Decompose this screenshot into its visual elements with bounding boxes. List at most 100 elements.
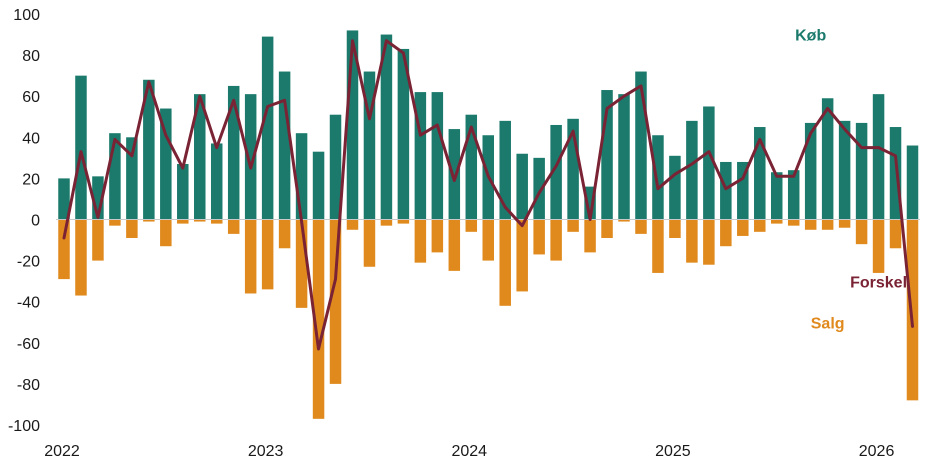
salg-bar [533, 219, 545, 255]
salg-bar [770, 219, 783, 224]
salg-bar [754, 219, 766, 232]
salg-bar [889, 219, 902, 249]
kob-bar [838, 120, 851, 220]
kob-bar [872, 94, 885, 220]
kob-bar [92, 176, 104, 220]
salg-bar [686, 219, 698, 263]
kob-bar [855, 122, 868, 220]
series-label: Salg [811, 315, 845, 332]
salg-bar [804, 219, 817, 230]
x-tick-label: 2025 [655, 443, 691, 460]
kob-bar [177, 164, 189, 220]
kob-bar [635, 71, 647, 220]
salg-bar [584, 219, 596, 253]
forskel-line [62, 39, 914, 351]
kob-bars [58, 30, 919, 220]
kob-bar [397, 48, 410, 220]
salg-bars [58, 219, 919, 419]
salg-bar [414, 219, 427, 263]
salg-bar [126, 219, 138, 238]
series-label: Forskel [850, 274, 907, 291]
salg-bar [567, 219, 579, 232]
kob-bar [346, 30, 359, 220]
salg-bar [618, 219, 630, 222]
kob-bar [143, 79, 155, 220]
kob-bar [787, 170, 800, 220]
y-tick-label: 60 [22, 89, 40, 106]
x-tick-label: 2024 [451, 443, 487, 460]
kob-bar [499, 120, 511, 220]
kob-bar [669, 155, 681, 220]
salg-bar [448, 219, 461, 271]
kob-bar [448, 129, 461, 220]
salg-bar [431, 219, 444, 253]
kob-bar [431, 92, 444, 220]
salg-bar [787, 219, 800, 226]
kob-bar [329, 114, 342, 220]
y-tick-label: -20 [17, 254, 40, 271]
salg-bar [329, 219, 342, 384]
salg-bar [482, 219, 494, 261]
salg-bar [58, 219, 70, 280]
y-tick-label: -60 [17, 336, 40, 353]
series-labels: Køb Forskel Salg [795, 28, 907, 333]
salg-bar [855, 219, 868, 245]
salg-bar [720, 219, 732, 247]
salg-bar [160, 219, 172, 247]
salg-bar [261, 219, 274, 290]
kob-bar [618, 94, 630, 220]
salg-bar [669, 219, 681, 238]
kob-bar [821, 98, 834, 220]
salg-bar [499, 219, 511, 306]
kob-bar [754, 127, 766, 220]
y-tick-label: 20 [22, 171, 40, 188]
y-tick-label: 80 [22, 48, 40, 65]
salg-bar [75, 219, 87, 296]
kob-bar [584, 186, 596, 220]
y-tick-label: -80 [17, 377, 40, 394]
salg-bar [872, 219, 885, 273]
x-axis-ticks: 2022 2023 2024 2025 2026 [44, 443, 894, 460]
salg-bar [312, 219, 325, 419]
salg-bar [906, 219, 919, 401]
y-axis-ticks: 100 80 60 40 20 0 -20 -40 -60 -80 -100 [8, 7, 40, 435]
kob-bar [889, 127, 902, 220]
kob-bar [703, 106, 715, 220]
kob-bar [550, 124, 562, 220]
salg-bar [244, 219, 257, 294]
salg-bar [821, 219, 834, 230]
kob-bar [652, 135, 664, 220]
kob-bar [380, 34, 393, 220]
salg-bar [92, 219, 104, 261]
x-tick-label: 2022 [44, 443, 80, 460]
salg-bar [635, 219, 647, 234]
salg-bar [109, 219, 121, 226]
y-tick-label: -40 [17, 295, 40, 312]
salg-bar [143, 219, 155, 222]
kob-bar [720, 161, 732, 220]
salg-bar [194, 219, 206, 222]
salg-bar [703, 219, 715, 265]
kob-bar [533, 157, 545, 220]
salg-bar [838, 219, 851, 228]
kob-bar [126, 137, 138, 220]
x-tick-label: 2023 [248, 443, 284, 460]
kob-bar [686, 120, 698, 220]
kob-bar [312, 151, 325, 220]
kob-bar [194, 94, 206, 220]
salg-bar [278, 219, 291, 249]
y-tick-label: -100 [8, 418, 40, 435]
salg-bar [295, 219, 308, 308]
salg-bar [363, 219, 376, 267]
salg-bar [465, 219, 478, 232]
kob-bar [227, 85, 240, 220]
y-tick-label: 0 [31, 213, 40, 230]
kob-bar [737, 161, 749, 220]
salg-bar [601, 219, 613, 238]
kob-bar [363, 71, 376, 220]
salg-bar [380, 219, 393, 226]
kob-bar [58, 178, 70, 220]
kob-bar [160, 108, 172, 220]
series-label: Køb [795, 28, 826, 45]
